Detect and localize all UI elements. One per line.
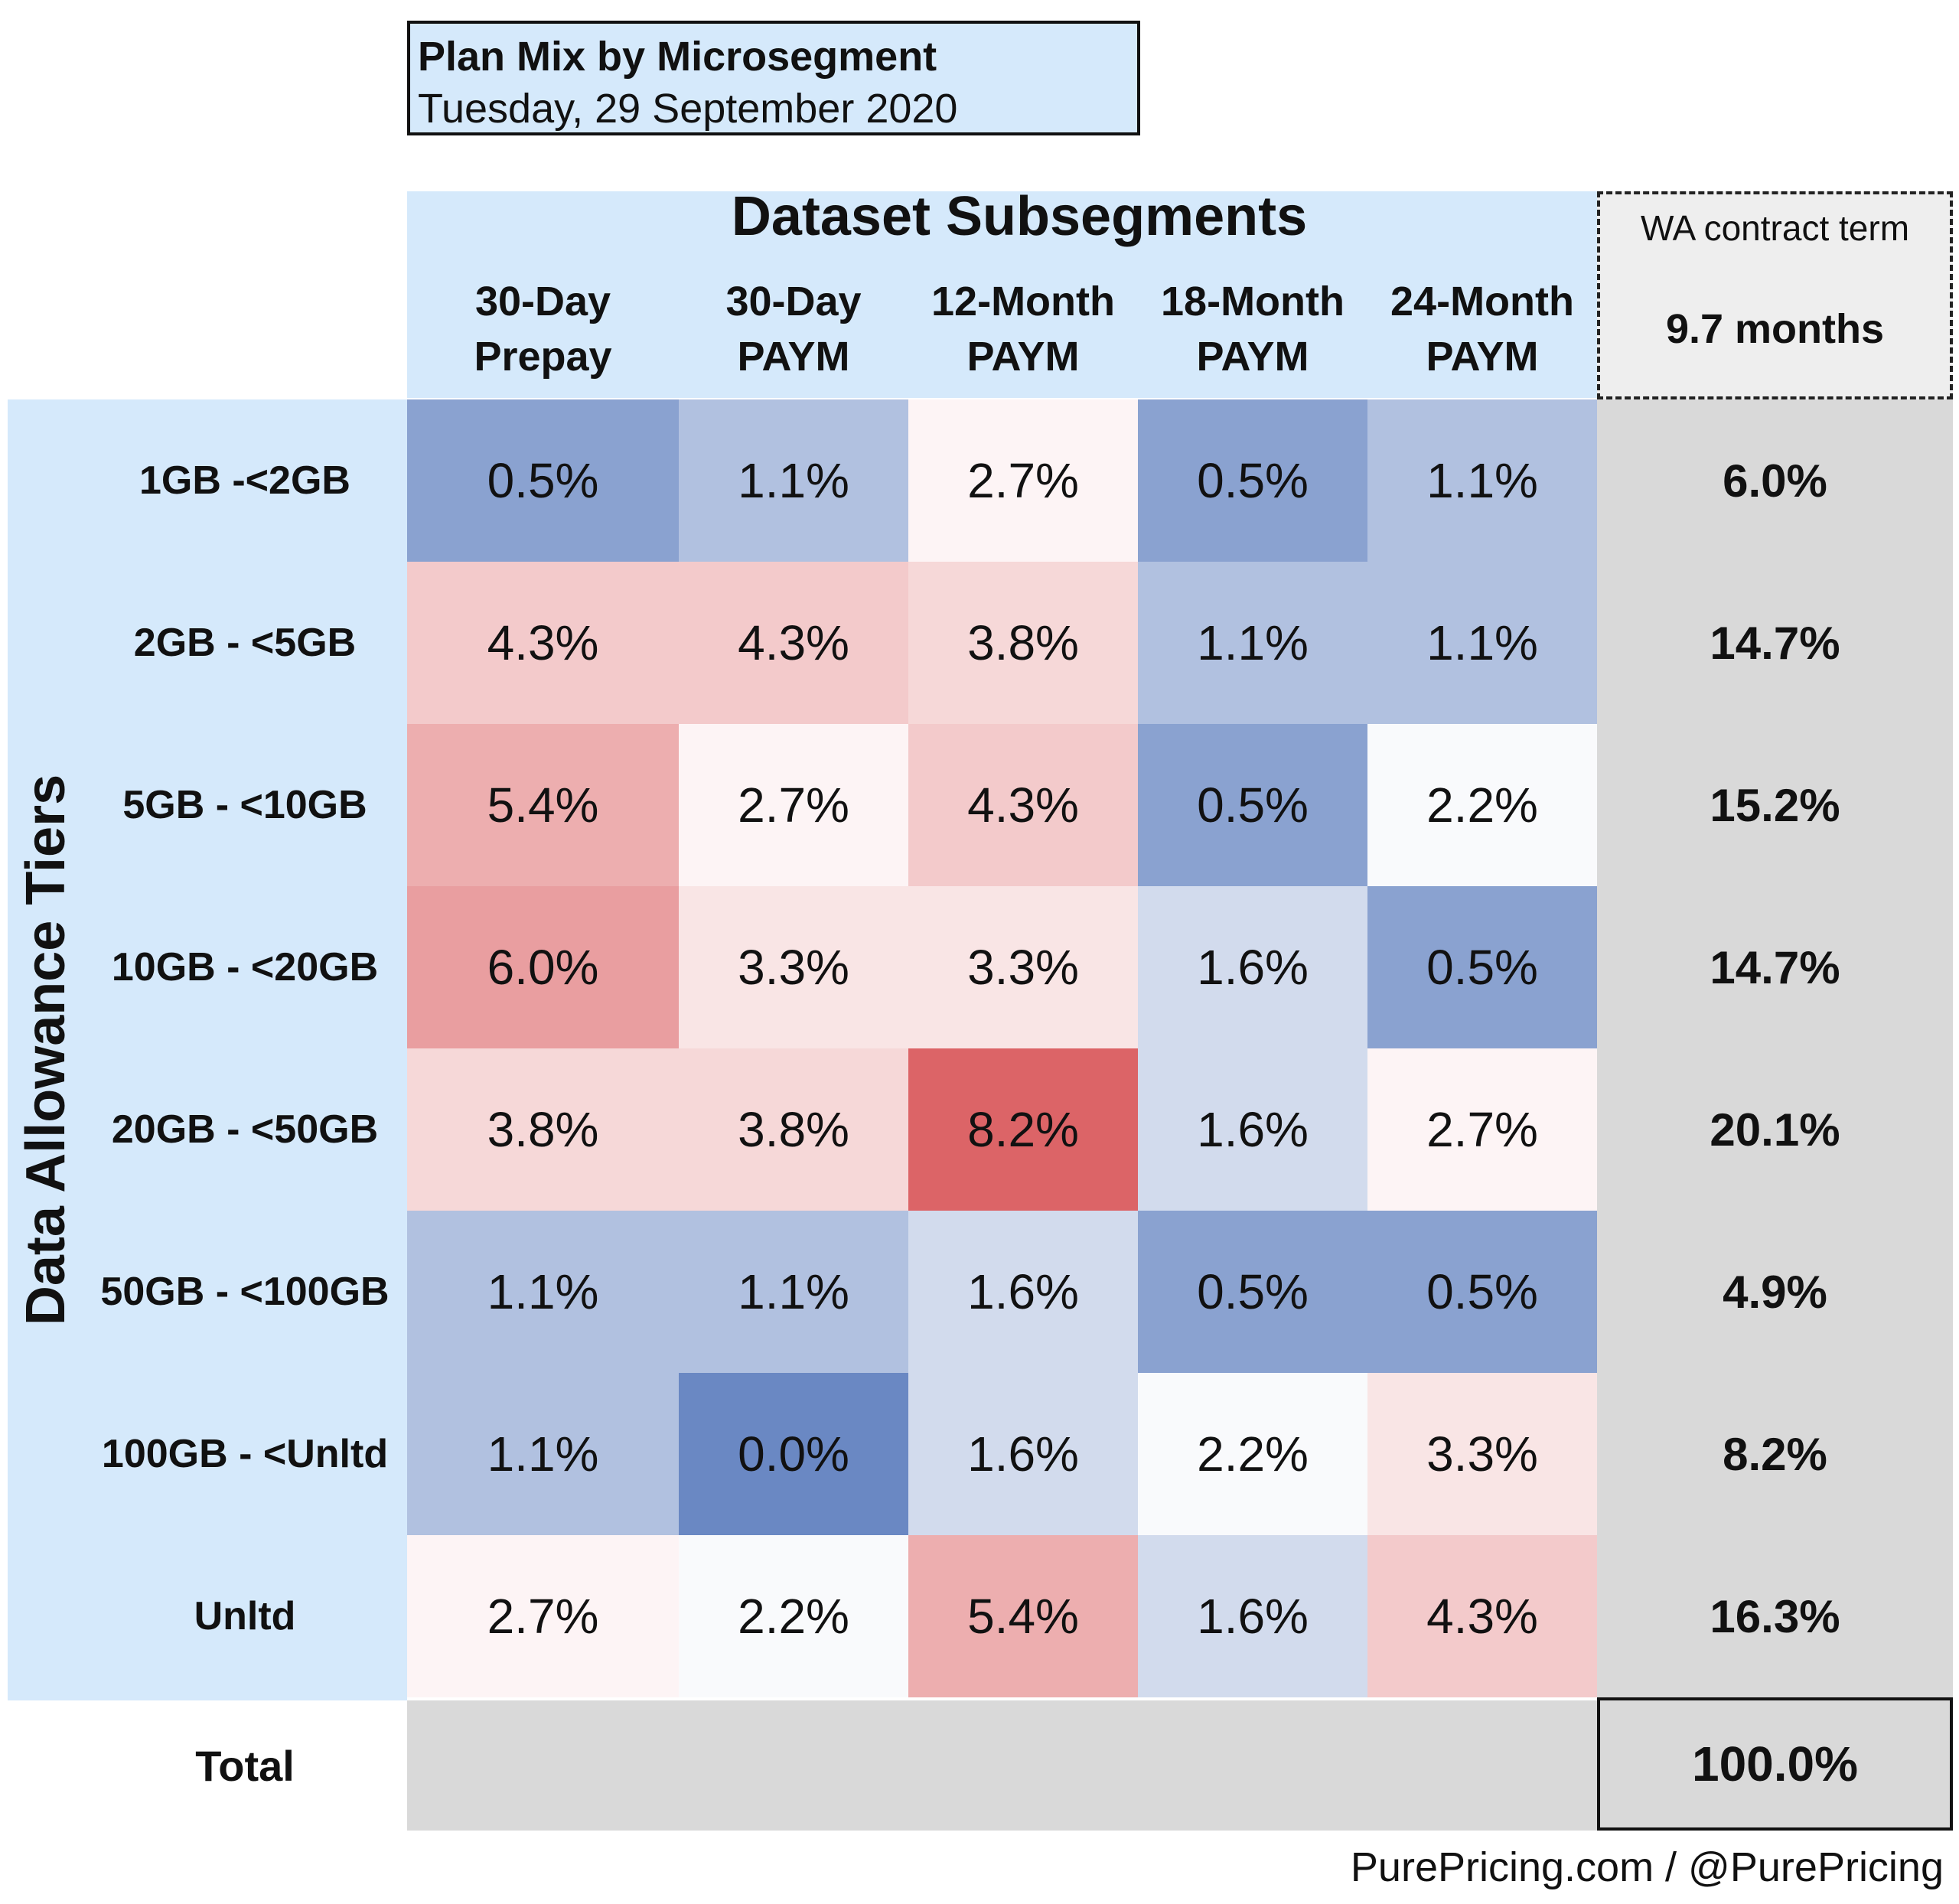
heatmap-cell: 4.3% <box>407 562 679 724</box>
footer-credit: PurePricing.com / @PurePricing <box>1350 1844 1944 1890</box>
total-row-label: Total <box>195 1741 295 1790</box>
heatmap-cell: 2.7% <box>407 1535 679 1697</box>
column-header: 18-Month PAYM <box>1161 279 1345 380</box>
heatmap-cell: 4.3% <box>679 562 908 724</box>
heatmap-cell: 4.3% <box>1367 1535 1597 1697</box>
row-header: 5GB - <10GB <box>122 783 367 827</box>
heatmap-cell: 1.6% <box>908 1211 1138 1373</box>
heatmap-cell: 4.3% <box>908 724 1138 886</box>
column-header-band <box>407 191 1597 398</box>
heatmap-cell: 1.6% <box>908 1373 1138 1535</box>
row-header: 10GB - <20GB <box>111 945 379 989</box>
heatmap-cell: 8.2% <box>908 1048 1138 1211</box>
heatmap-cell: 2.7% <box>1367 1048 1597 1211</box>
heatmap-cell: 2.7% <box>679 724 908 886</box>
row-total: 16.3% <box>1710 1590 1840 1642</box>
row-header-band <box>8 399 407 1700</box>
chart-date: Tuesday, 29 September 2020 <box>418 86 958 132</box>
heatmap-cell: 0.5% <box>1138 399 1367 562</box>
heatmap-cell: 0.5% <box>1138 1211 1367 1373</box>
heatmap-cell: 1.6% <box>1138 886 1367 1048</box>
y-axis-title: Data Allowance Tiers <box>8 399 84 1700</box>
column-header: 12-Month PAYM <box>931 279 1115 380</box>
wa-contract-term-box <box>1597 191 1953 399</box>
column-header: 24-Month PAYM <box>1390 279 1574 380</box>
heatmap-cell: 6.0% <box>407 886 679 1048</box>
row-total: 6.0% <box>1723 455 1827 507</box>
total-row-band <box>407 1700 1597 1831</box>
row-total: 20.1% <box>1710 1104 1840 1156</box>
chart-title: Plan Mix by Microsegment <box>418 34 937 80</box>
heatmap-cell: 3.3% <box>679 886 908 1048</box>
heatmap-cell: 3.3% <box>1367 1373 1597 1535</box>
heatmap-cell: 3.8% <box>679 1048 908 1211</box>
row-header: 2GB - <5GB <box>133 621 357 665</box>
heatmap-cell: 0.5% <box>1367 1211 1597 1373</box>
dataset-subsegments-title: Dataset Subsegments <box>731 186 1308 247</box>
heatmap-cell: 0.5% <box>1367 886 1597 1048</box>
wa-contract-term-value: 9.7 months <box>1665 306 1885 352</box>
heatmap-cell: 1.1% <box>1367 399 1597 562</box>
column-header: 30-Day Prepay <box>474 279 612 380</box>
row-header: 20GB - <50GB <box>111 1107 379 1152</box>
row-header: 1GB -<2GB <box>139 458 350 503</box>
row-header: 100GB - <Unltd <box>101 1432 389 1476</box>
wa-contract-term-label: WA contract term <box>1640 208 1910 248</box>
heatmap-cell: 1.1% <box>1138 562 1367 724</box>
row-total: 14.7% <box>1710 941 1840 993</box>
row-total: 15.2% <box>1710 779 1840 831</box>
heatmap-cell: 1.1% <box>407 1211 679 1373</box>
heatmap-cell: 0.5% <box>1138 724 1367 886</box>
heatmap-cell: 3.8% <box>908 562 1138 724</box>
row-total: 4.9% <box>1723 1266 1827 1318</box>
row-total: 8.2% <box>1723 1428 1827 1480</box>
row-header: Unltd <box>194 1594 296 1638</box>
y-axis-title-text: Data Allowance Tiers <box>15 774 77 1326</box>
heatmap-cell: 1.6% <box>1138 1048 1367 1211</box>
grand-total: 100.0% <box>1597 1697 1953 1831</box>
heatmap-cell: 2.2% <box>1367 724 1597 886</box>
heatmap-cell: 1.1% <box>1367 562 1597 724</box>
heatmap-cell: 2.2% <box>1138 1373 1367 1535</box>
heatmap-cell: 2.7% <box>908 399 1138 562</box>
heatmap-cell: 5.4% <box>407 724 679 886</box>
heatmap-cell: 1.6% <box>1138 1535 1367 1697</box>
title-box: Plan Mix by Microsegment Tuesday, 29 Sep… <box>407 21 1140 135</box>
heatmap-cell: 3.8% <box>407 1048 679 1211</box>
row-header: 50GB - <100GB <box>100 1270 390 1314</box>
heatmap-cell: 0.5% <box>407 399 679 562</box>
row-total-column <box>1597 399 1953 1700</box>
heatmap-cell: 1.1% <box>407 1373 679 1535</box>
heatmap-cell: 3.3% <box>908 886 1138 1048</box>
heatmap-cell: 1.1% <box>679 399 908 562</box>
heatmap-cell: 1.1% <box>679 1211 908 1373</box>
column-header: 30-Day PAYM <box>725 279 862 380</box>
row-total: 14.7% <box>1710 617 1840 669</box>
heatmap-cell: 5.4% <box>908 1535 1138 1697</box>
heatmap-cell: 0.0% <box>679 1373 908 1535</box>
heatmap-cell: 2.2% <box>679 1535 908 1697</box>
